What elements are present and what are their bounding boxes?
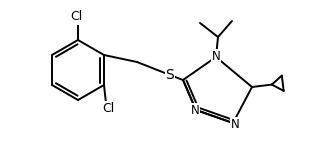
- Text: N: N: [191, 104, 199, 116]
- Text: S: S: [166, 68, 175, 82]
- Text: N: N: [231, 117, 239, 130]
- Text: Cl: Cl: [102, 102, 114, 115]
- Text: Cl: Cl: [70, 10, 82, 23]
- Text: N: N: [212, 49, 220, 62]
